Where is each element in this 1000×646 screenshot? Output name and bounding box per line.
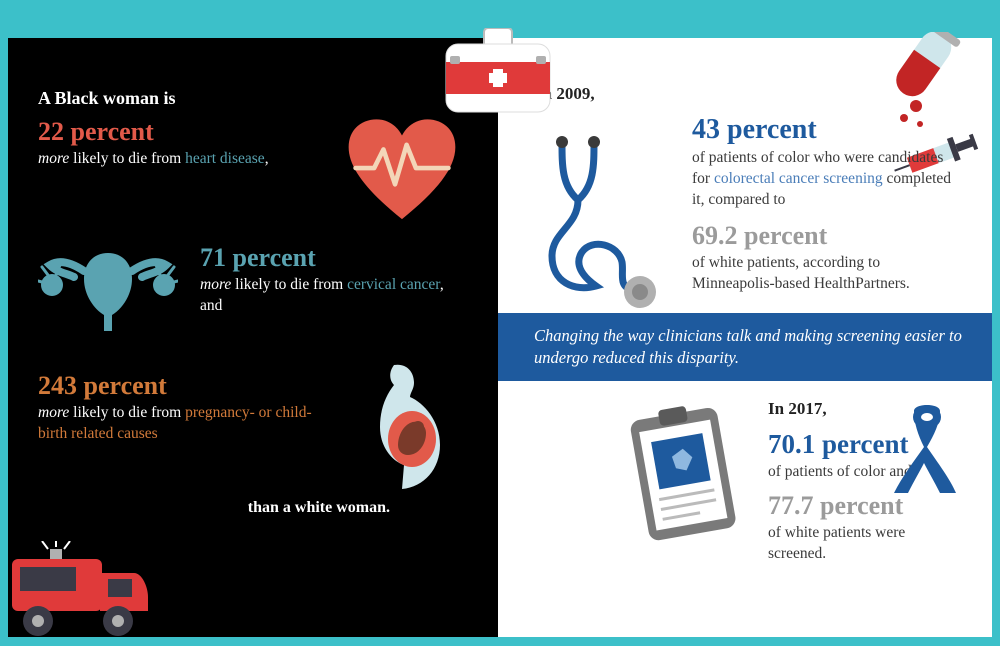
first-aid-kit-icon [440, 28, 556, 118]
stat-heart-disease: 22 percent more likely to die from heart… [38, 117, 460, 227]
clipboard-icon [616, 399, 752, 559]
intro-text: A Black woman is [38, 88, 460, 109]
heart-percent: 22 percent [38, 117, 322, 147]
awareness-ribbon-icon [890, 405, 964, 497]
screening-2009-poc-body: of patients of color who were candidates… [692, 148, 964, 211]
stat-cervical-cancer: 71 percent more likely to die from cervi… [38, 235, 460, 343]
stethoscope-icon [522, 136, 664, 314]
pregnancy-icon [352, 361, 460, 493]
screening-2009-white-body: of white patients, according to Minneapo… [692, 253, 964, 295]
right-bottom-section: In 2017, 70.1 percent of patients of col… [498, 381, 992, 577]
banner-text: Changing the way clinicians talk and mak… [498, 313, 992, 382]
pregnancy-percent: 243 percent [38, 371, 322, 401]
right-top-section: In 2009, 43 percent of patients o [498, 38, 992, 313]
right-panel: In 2009, 43 percent of patients o [498, 38, 992, 637]
heart-body: more likely to die from heart disease, [38, 150, 269, 167]
screening-2009-white-percent: 69.2 percent [692, 221, 964, 251]
uterus-icon [38, 235, 178, 343]
year-2009: In 2009, [536, 84, 964, 104]
stat-pregnancy: 243 percent more likely to die from preg… [38, 361, 460, 493]
infographic-container: A Black woman is 22 percent more likely … [8, 38, 992, 637]
heart-icon [344, 117, 460, 227]
cervical-body: more likely to die from cervical cancer,… [200, 276, 444, 314]
left-panel: A Black woman is 22 percent more likely … [8, 38, 498, 637]
screening-2017-white-body: of white patients were screened. [768, 523, 964, 565]
closer-text: than a white woman. [38, 499, 460, 517]
pregnancy-body: more likely to die from pregnancy- or ch… [38, 404, 312, 442]
ambulance-icon [0, 541, 150, 641]
screening-2009-poc-percent: 43 percent [692, 114, 964, 146]
cervical-percent: 71 percent [200, 243, 460, 273]
